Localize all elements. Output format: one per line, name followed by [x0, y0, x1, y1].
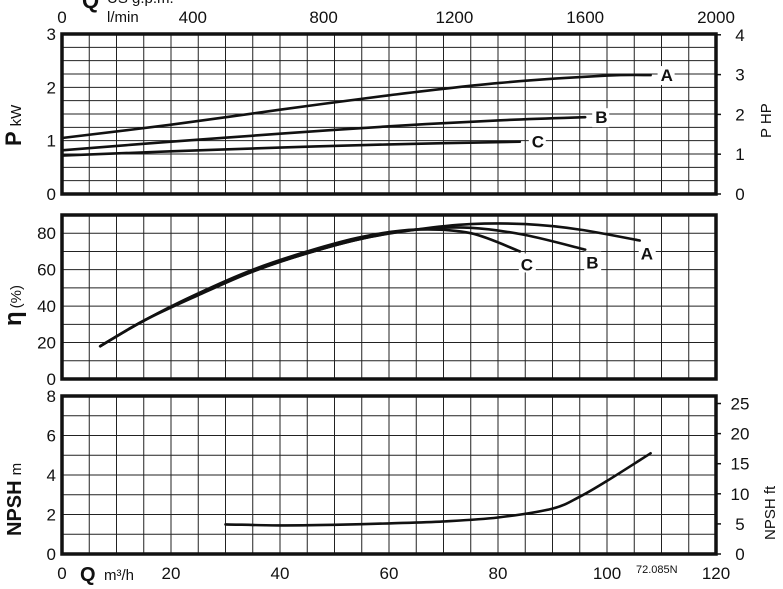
curve-npsh-npsh	[224, 452, 652, 527]
y-tick-label: 8	[47, 387, 56, 406]
curve-label-bg	[592, 108, 610, 128]
y2-tick-label: 2	[735, 105, 744, 124]
x-bottom-tick-label: 60	[380, 564, 399, 583]
y-tick-label: 6	[47, 427, 56, 446]
x-top-tick-label: 1200	[435, 8, 473, 27]
curve-power-A	[60, 73, 652, 140]
y2-tick-label: 0	[735, 545, 744, 564]
y-tick-label: 4	[47, 466, 56, 485]
curve-label-bg	[638, 242, 656, 262]
y-tick-label: 60	[37, 261, 56, 280]
y-tick-label: 2	[47, 78, 56, 97]
curve-label-C: C	[532, 133, 544, 152]
y-axis-label-npsh: NPSHm	[4, 463, 26, 536]
curve-label-bg	[518, 253, 536, 273]
x-bottom-tick-label: 80	[489, 564, 508, 583]
y2-tick-label: 15	[731, 455, 750, 474]
x-axis-unit: m³/h	[104, 567, 134, 584]
x-bottom-tick-label: 120	[702, 564, 730, 583]
panel-frame	[60, 394, 718, 556]
curve-efficiency-B	[98, 226, 587, 348]
y-tick-label: 20	[37, 334, 56, 353]
y2-tick-label: 25	[731, 395, 750, 414]
x-top-axis-unit-gpm: US g.p.m.	[107, 0, 174, 7]
frame-layer	[60, 32, 721, 556]
curve-label-bg	[584, 251, 602, 271]
x-top-axis-label: Q	[82, 0, 99, 13]
y-tick-label: 1	[47, 132, 56, 151]
y-axis-label-efficiency: η(%)	[0, 285, 27, 326]
y-axis-label-power: PkW	[1, 104, 26, 146]
x-top-tick-label: 2000	[697, 8, 735, 27]
figure-code: 72.085N	[636, 564, 678, 576]
y2-tick-label: 0	[735, 185, 744, 204]
x-bottom-tick-label: 40	[271, 564, 290, 583]
curve-layer	[60, 73, 652, 527]
y2-tick-label: 3	[735, 66, 744, 85]
y-tick-label: 3	[47, 25, 56, 44]
x-bottom-tick-label: 0	[57, 564, 66, 583]
y-tick-label: 40	[37, 297, 56, 316]
curve-label-bg	[657, 66, 675, 86]
y-tick-label: 2	[47, 506, 56, 525]
y2-tick-label: 4	[735, 26, 744, 45]
curve-label-C: C	[521, 255, 533, 274]
x-bottom-tick-label: 100	[593, 564, 621, 583]
y2-tick-label: 5	[735, 515, 744, 534]
y2-tick-label: 1	[735, 145, 744, 164]
x-top-tick-label: 1600	[566, 8, 604, 27]
y2-tick-label: 10	[731, 485, 750, 504]
curve-label-B: B	[595, 108, 607, 127]
grid-layer	[62, 34, 716, 554]
x-top-tick-label: 0	[57, 8, 66, 27]
curve-label-A: A	[641, 245, 653, 264]
curve-power-C	[60, 140, 522, 157]
curve-label-B: B	[586, 254, 598, 273]
y-tick-label: 0	[47, 370, 56, 389]
y-tick-label: 0	[47, 185, 56, 204]
panel-frame	[60, 213, 718, 381]
y-tick-label: 0	[47, 545, 56, 564]
curve-efficiency-C	[98, 228, 522, 348]
curve-power-B	[60, 115, 587, 152]
x-top-tick-label: 400	[179, 8, 207, 27]
y2-tick-label: 20	[731, 425, 750, 444]
curve-label-bg	[528, 132, 546, 152]
y2-axis-label-npsh: NPSH ft	[762, 485, 779, 540]
x-bottom-tick-label: 20	[162, 564, 181, 583]
x-axis-label: Q	[80, 564, 96, 586]
y-tick-label: 80	[37, 224, 56, 243]
x-top-tick-label: 800	[309, 8, 337, 27]
curve-label-A: A	[661, 66, 673, 85]
x-top-axis-unit-lmin: l/min	[107, 9, 139, 26]
y2-axis-label-power: P HP	[758, 103, 775, 138]
